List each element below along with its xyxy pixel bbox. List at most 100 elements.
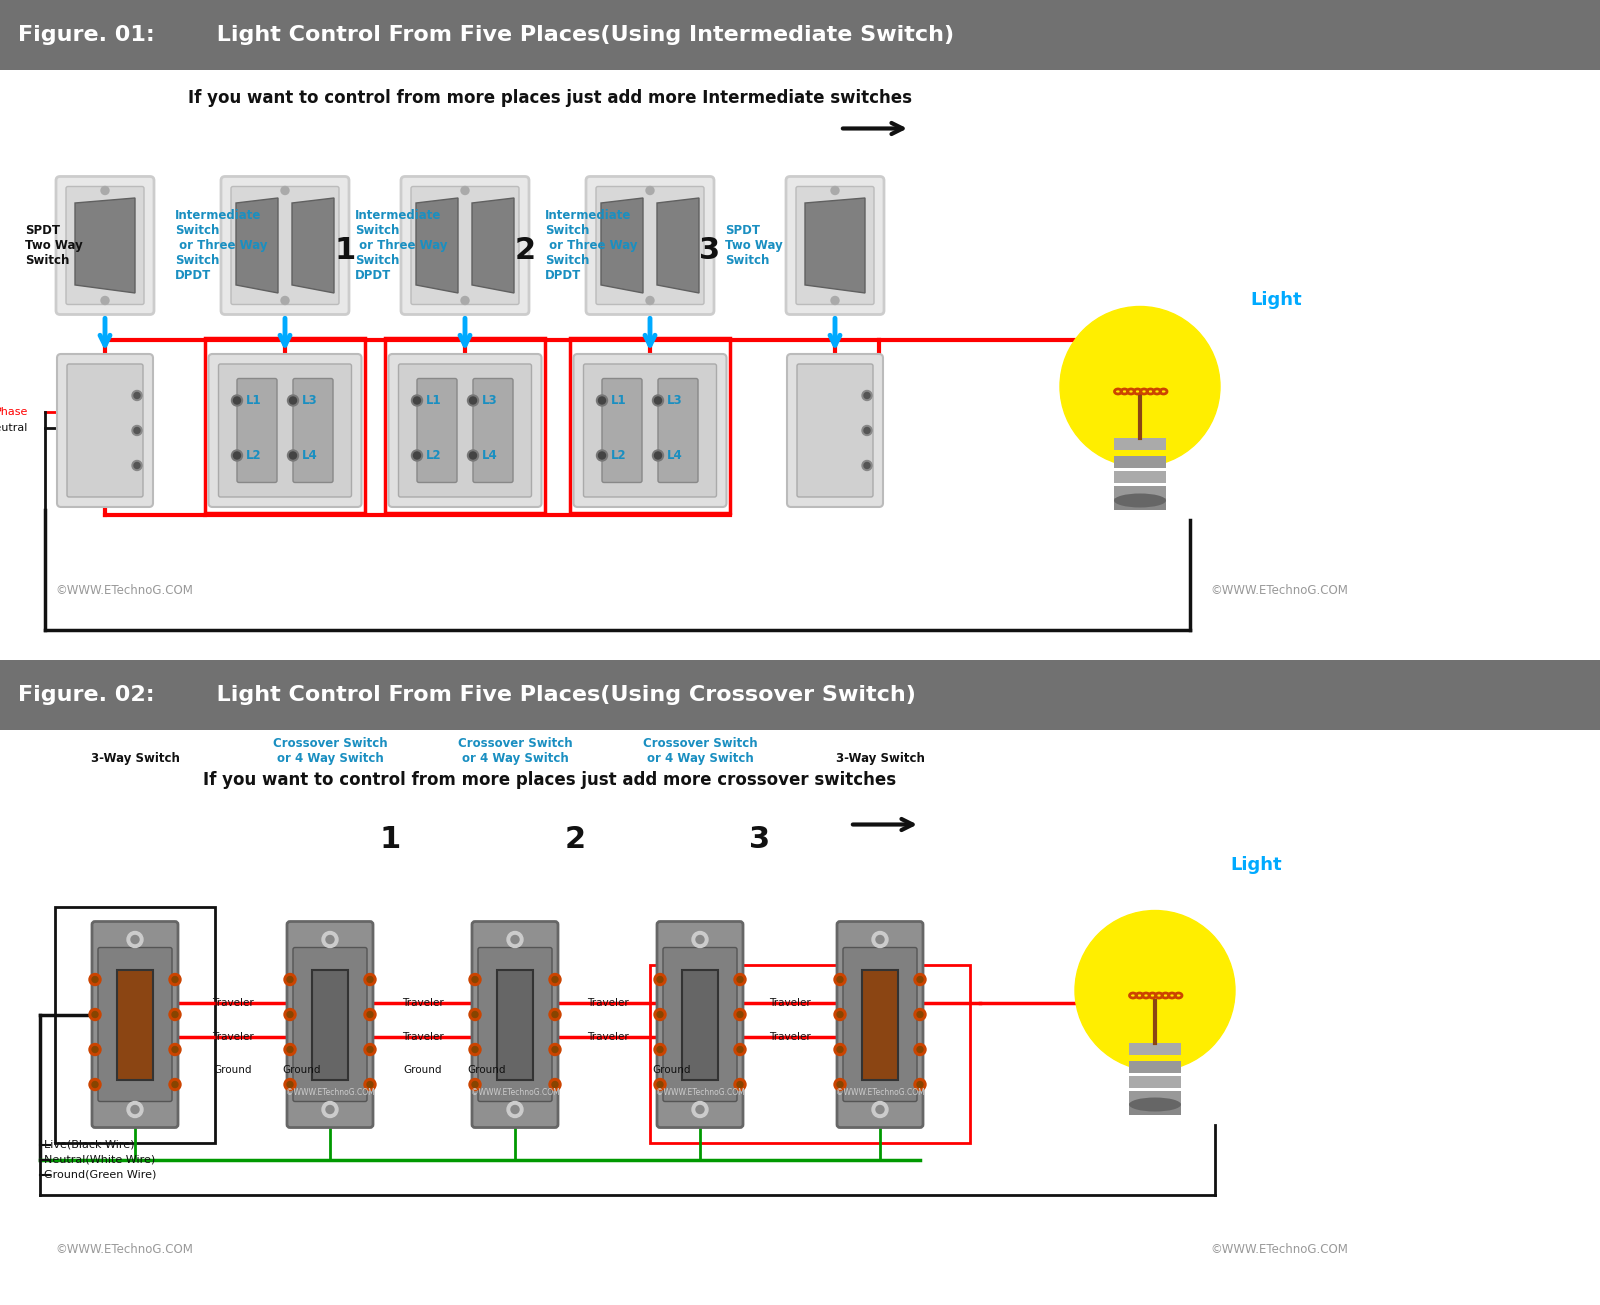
Circle shape bbox=[549, 1009, 562, 1021]
Polygon shape bbox=[658, 198, 699, 294]
FancyBboxPatch shape bbox=[843, 947, 917, 1101]
FancyBboxPatch shape bbox=[586, 176, 714, 315]
Circle shape bbox=[738, 1082, 742, 1087]
Circle shape bbox=[917, 1082, 923, 1087]
Text: Intermediate
Switch
 or Three Way
Switch
DPDT: Intermediate Switch or Three Way Switch … bbox=[546, 209, 637, 282]
Circle shape bbox=[549, 1044, 562, 1056]
Text: If you want to control from more places just add more crossover switches: If you want to control from more places … bbox=[203, 770, 896, 788]
Circle shape bbox=[830, 187, 838, 194]
Circle shape bbox=[126, 1101, 142, 1117]
Text: Traveler: Traveler bbox=[402, 1031, 443, 1041]
Circle shape bbox=[93, 976, 98, 983]
Circle shape bbox=[173, 1011, 178, 1018]
Bar bbox=[1130, 1075, 1181, 1087]
Circle shape bbox=[597, 450, 608, 461]
Text: SPDT
Two Way
Switch: SPDT Two Way Switch bbox=[26, 224, 83, 268]
Circle shape bbox=[549, 1078, 562, 1091]
Text: Neutral(White Wire): Neutral(White Wire) bbox=[45, 1155, 155, 1164]
Circle shape bbox=[365, 1044, 376, 1056]
Bar bbox=[0, 659, 1600, 729]
Text: Ground: Ground bbox=[403, 1065, 442, 1074]
Circle shape bbox=[1059, 307, 1221, 466]
Bar bbox=[1114, 457, 1166, 468]
Text: Crossover Switch
or 4 Way Switch: Crossover Switch or 4 Way Switch bbox=[643, 736, 757, 765]
Circle shape bbox=[469, 1044, 482, 1056]
Circle shape bbox=[170, 1078, 181, 1091]
FancyBboxPatch shape bbox=[98, 947, 173, 1101]
Circle shape bbox=[834, 1009, 846, 1021]
Circle shape bbox=[322, 932, 338, 947]
Text: 1: 1 bbox=[379, 825, 400, 853]
Circle shape bbox=[653, 450, 664, 461]
Text: Intermediate
Switch
 or Three Way
Switch
DPDT: Intermediate Switch or Three Way Switch … bbox=[174, 209, 267, 282]
Circle shape bbox=[366, 976, 373, 983]
FancyBboxPatch shape bbox=[411, 187, 518, 304]
Text: Ground: Ground bbox=[282, 1065, 320, 1074]
Circle shape bbox=[90, 1078, 101, 1091]
Circle shape bbox=[93, 1082, 98, 1087]
Circle shape bbox=[1075, 911, 1235, 1070]
FancyBboxPatch shape bbox=[658, 921, 742, 1128]
Circle shape bbox=[658, 1047, 662, 1053]
Text: SPDT
Two Way
Switch: SPDT Two Way Switch bbox=[725, 224, 782, 268]
Circle shape bbox=[646, 296, 654, 304]
Circle shape bbox=[917, 1011, 923, 1018]
Circle shape bbox=[549, 974, 562, 985]
Text: Traveler: Traveler bbox=[211, 997, 253, 1007]
Polygon shape bbox=[472, 198, 514, 294]
Circle shape bbox=[864, 393, 870, 398]
Circle shape bbox=[472, 1047, 478, 1053]
FancyBboxPatch shape bbox=[56, 176, 154, 315]
Text: L3: L3 bbox=[482, 394, 498, 407]
Circle shape bbox=[658, 1082, 662, 1087]
Circle shape bbox=[654, 452, 661, 459]
Circle shape bbox=[288, 395, 299, 406]
Circle shape bbox=[862, 390, 872, 401]
Circle shape bbox=[472, 1011, 478, 1018]
Text: Ground: Ground bbox=[213, 1065, 251, 1074]
Text: L1: L1 bbox=[246, 394, 262, 407]
FancyBboxPatch shape bbox=[208, 354, 362, 506]
Circle shape bbox=[914, 1009, 926, 1021]
Text: 3: 3 bbox=[699, 236, 720, 265]
Circle shape bbox=[738, 1011, 742, 1018]
Circle shape bbox=[734, 1078, 746, 1091]
Circle shape bbox=[914, 1078, 926, 1091]
Circle shape bbox=[232, 395, 243, 406]
Text: ©WWW.ETechnoG.COM: ©WWW.ETechnoG.COM bbox=[54, 585, 194, 596]
Circle shape bbox=[834, 1078, 846, 1091]
Circle shape bbox=[101, 187, 109, 194]
Circle shape bbox=[862, 461, 872, 471]
Text: ©WWW.ETechnoG.COM: ©WWW.ETechnoG.COM bbox=[470, 1088, 560, 1098]
Circle shape bbox=[467, 395, 478, 406]
Circle shape bbox=[93, 1047, 98, 1053]
Circle shape bbox=[134, 462, 141, 468]
Circle shape bbox=[654, 1078, 666, 1091]
FancyBboxPatch shape bbox=[286, 921, 373, 1128]
Circle shape bbox=[173, 1082, 178, 1087]
Text: L2: L2 bbox=[246, 449, 262, 462]
Bar bbox=[0, 729, 1600, 1305]
Circle shape bbox=[170, 974, 181, 985]
Bar bbox=[386, 338, 546, 513]
Circle shape bbox=[738, 1047, 742, 1053]
Circle shape bbox=[507, 932, 523, 947]
Text: ©WWW.ETechnoG.COM: ©WWW.ETechnoG.COM bbox=[835, 1088, 925, 1098]
Bar bbox=[0, 70, 1600, 646]
Circle shape bbox=[914, 974, 926, 985]
Circle shape bbox=[173, 976, 178, 983]
Text: Ground: Ground bbox=[467, 1065, 506, 1074]
Text: L4: L4 bbox=[667, 449, 683, 462]
FancyBboxPatch shape bbox=[237, 378, 277, 483]
Circle shape bbox=[134, 428, 141, 433]
FancyBboxPatch shape bbox=[662, 947, 738, 1101]
FancyBboxPatch shape bbox=[478, 947, 552, 1101]
Text: Traveler: Traveler bbox=[770, 1031, 811, 1041]
FancyBboxPatch shape bbox=[219, 364, 352, 497]
Text: 2: 2 bbox=[565, 825, 586, 853]
Polygon shape bbox=[237, 198, 278, 294]
FancyBboxPatch shape bbox=[787, 354, 883, 506]
Circle shape bbox=[877, 1105, 883, 1113]
Text: Traveler: Traveler bbox=[211, 1031, 253, 1041]
Circle shape bbox=[126, 932, 142, 947]
